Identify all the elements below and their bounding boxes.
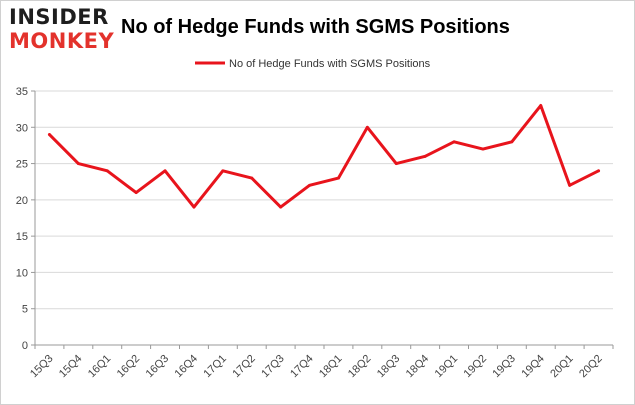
x-tick-label-18Q4: 18Q4 — [404, 353, 432, 381]
data-point-19Q1 — [452, 140, 456, 144]
x-tick-label-20Q1: 20Q1 — [548, 353, 576, 381]
x-tick-label-18Q2: 18Q2 — [346, 353, 374, 381]
x-tick-label-18Q1: 18Q1 — [317, 353, 345, 381]
data-point-18Q4 — [423, 154, 427, 158]
data-point-16Q2 — [134, 191, 138, 195]
x-axis-ticks: 15Q3 15Q4 16Q1 16Q2 16Q3 16Q4 17Q1 17Q2 17Q3 17Q4… — [28, 345, 614, 381]
y-tick-label-15: 15 — [16, 231, 28, 243]
insider-monkey-logo: INSIDER MONKEY — [9, 7, 119, 53]
y-tick-label-35: 35 — [16, 86, 28, 98]
x-tick-label-19Q2: 19Q2 — [462, 353, 490, 381]
x-tick-label-16Q2: 16Q2 — [115, 353, 143, 381]
x-tick-label-18Q3: 18Q3 — [375, 353, 403, 381]
legend: No of Hedge Funds with SGMS Positions — [195, 58, 431, 70]
data-point-16Q1 — [105, 169, 109, 173]
x-tick-label-16Q3: 16Q3 — [144, 353, 172, 381]
x-tick-label-17Q3: 17Q3 — [259, 353, 287, 381]
x-tick-label-20Q2: 20Q2 — [577, 353, 605, 381]
x-tick-label-17Q2: 17Q2 — [230, 353, 258, 381]
x-tick-label-15Q3: 15Q3 — [28, 353, 56, 381]
y-tick-label-0: 0 — [22, 340, 28, 352]
y-tick-label-25: 25 — [16, 159, 28, 171]
data-point-20Q2 — [597, 169, 600, 173]
data-point-18Q2 — [365, 125, 369, 129]
chart-title: No of Hedge Funds with SGMS Positions — [121, 16, 510, 38]
data-point-20Q1 — [568, 183, 572, 187]
y-tick-label-5: 5 — [22, 304, 28, 316]
legend-label: No of Hedge Funds with SGMS Positions — [229, 58, 431, 70]
data-point-16Q4 — [192, 205, 196, 209]
x-tick-label-15Q4: 15Q4 — [57, 353, 85, 381]
logo-line-1: INSIDER — [9, 5, 109, 29]
data-point-17Q1 — [221, 169, 225, 173]
x-tick-label-19Q3: 19Q3 — [490, 353, 518, 381]
y-axis-ticks: 0 5 10 15 20 25 30 35 — [16, 86, 35, 352]
y-tick-label-20: 20 — [16, 195, 28, 207]
x-tick-label-16Q4: 16Q4 — [173, 353, 201, 381]
y-tick-label-10: 10 — [16, 267, 28, 279]
data-point-18Q3 — [394, 162, 398, 165]
y-tick-label-30: 30 — [16, 122, 28, 134]
data-point-15Q4 — [76, 162, 80, 165]
data-point-19Q4 — [539, 104, 543, 107]
series-line-0 — [47, 104, 601, 209]
data-point-16Q3 — [163, 169, 167, 173]
data-point-17Q3 — [279, 205, 283, 209]
x-tick-label-17Q4: 17Q4 — [288, 353, 316, 381]
x-tick-label-19Q1: 19Q1 — [433, 353, 461, 381]
data-point-19Q3 — [510, 140, 514, 144]
data-point-18Q1 — [337, 176, 340, 180]
gridlines — [35, 90, 613, 310]
series-group — [47, 104, 601, 209]
x-tick-label-16Q1: 16Q1 — [86, 353, 114, 381]
data-point-17Q4 — [308, 183, 311, 187]
data-point-19Q2 — [481, 147, 485, 151]
x-tick-label-17Q1: 17Q1 — [201, 353, 229, 381]
data-point-15Q3 — [48, 133, 51, 136]
x-tick-label-19Q4: 19Q4 — [519, 353, 547, 381]
logo-line-2: MONKEY — [9, 29, 115, 53]
data-point-17Q2 — [250, 176, 254, 180]
axes — [34, 91, 613, 346]
